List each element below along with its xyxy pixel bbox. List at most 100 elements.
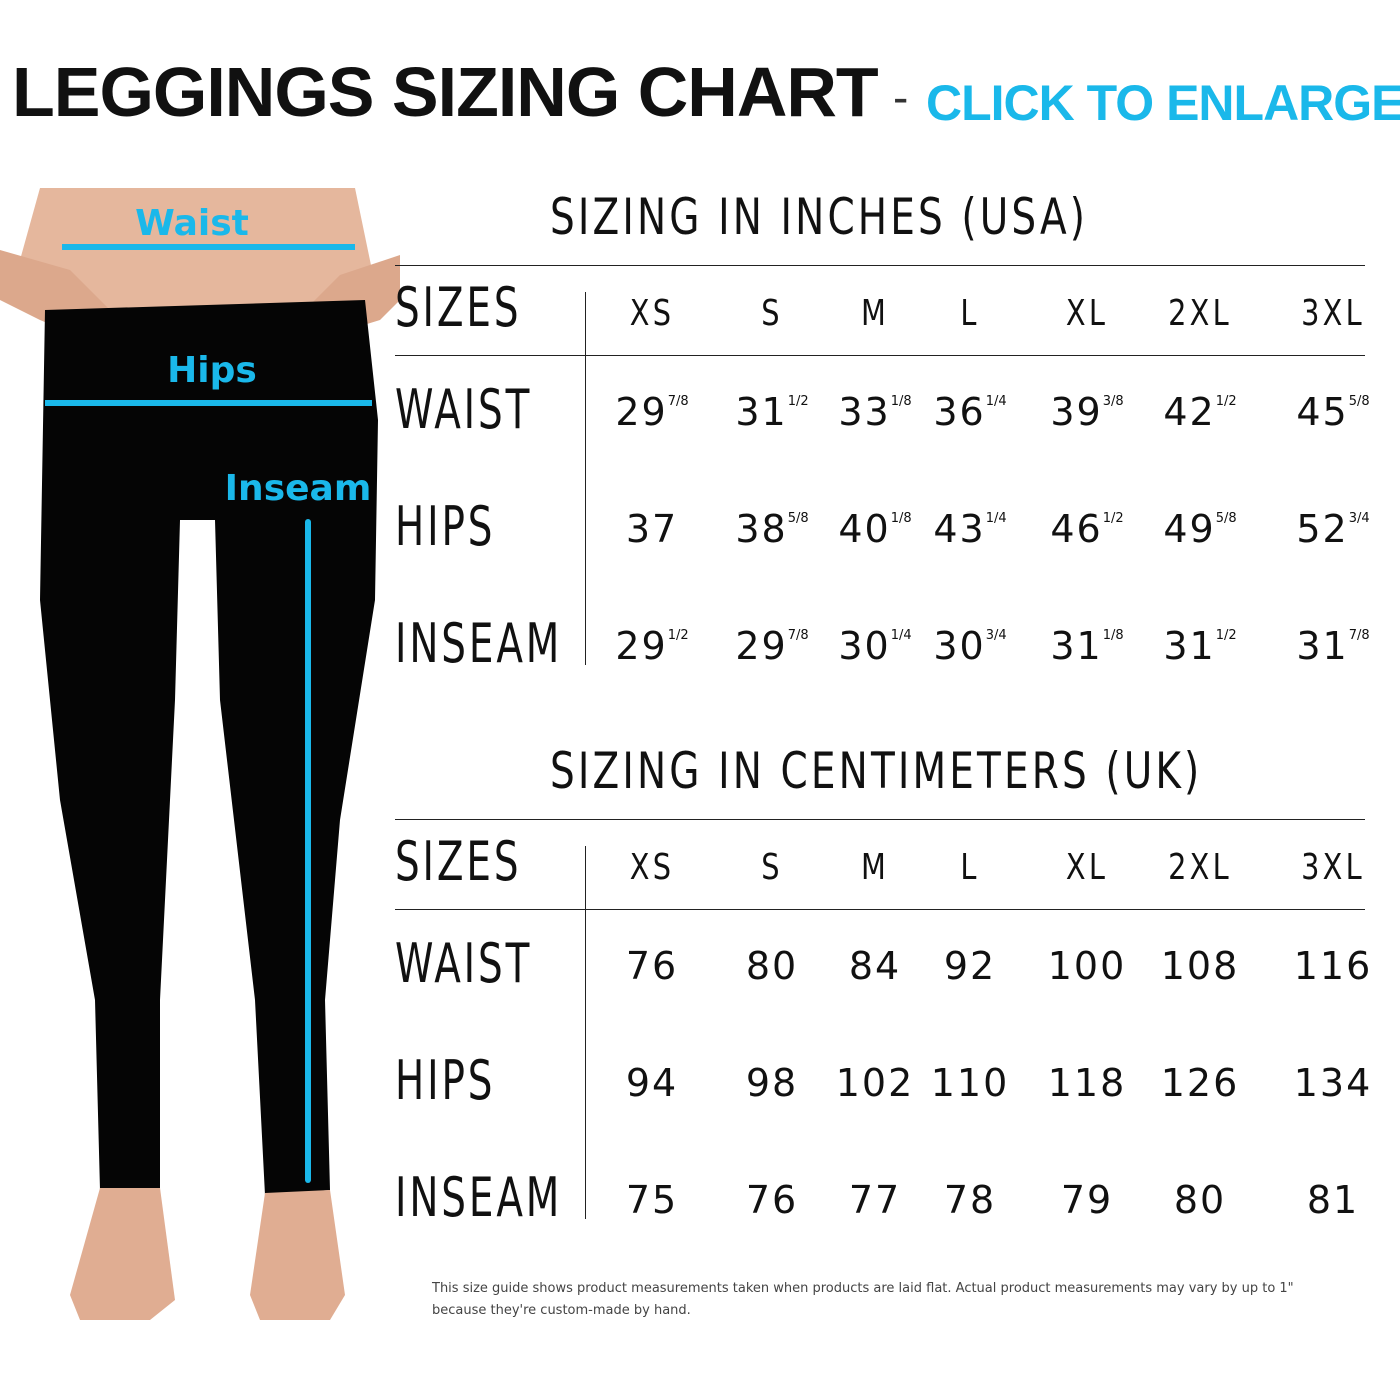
- rule: [395, 819, 1365, 820]
- leggings: [40, 300, 378, 1195]
- cell-fraction: 1/2: [1102, 511, 1124, 526]
- rule: [585, 292, 586, 665]
- size-header: XL: [1065, 293, 1109, 334]
- cell-value: 30: [838, 624, 891, 668]
- size-header: 2XL: [1168, 847, 1232, 888]
- row-label: HIPS: [395, 1049, 496, 1112]
- cell-value: 80: [1173, 1178, 1227, 1222]
- cell: 461/2: [1050, 507, 1123, 551]
- cell-value: 39: [1050, 390, 1103, 434]
- cell: 94: [626, 1061, 678, 1105]
- cell: 76: [746, 1178, 798, 1222]
- cell: 331/8: [838, 390, 911, 434]
- cell-value: 42: [1163, 390, 1216, 434]
- header-label: SIZES: [395, 830, 522, 893]
- size-header: S: [761, 293, 783, 334]
- cell-value: 43: [933, 507, 986, 551]
- cell-value: 29: [615, 390, 668, 434]
- separator: -: [893, 71, 909, 123]
- cell-value: 52: [1296, 507, 1349, 551]
- cell-value: 31: [1163, 624, 1216, 668]
- cell-value: 126: [1160, 1061, 1240, 1105]
- figure-label: Waist: [135, 203, 249, 244]
- size-header: M: [860, 293, 890, 334]
- cell-value: 75: [625, 1178, 679, 1222]
- cell-fraction: 1/8: [1102, 628, 1124, 643]
- cell: 311/8: [1050, 624, 1123, 668]
- row-label: WAIST: [395, 378, 533, 441]
- cell-value: 33: [838, 390, 891, 434]
- cell-value: 76: [745, 1178, 799, 1222]
- cell: 291/2: [615, 624, 688, 668]
- size-header: L: [960, 293, 980, 334]
- cell: 100: [1048, 944, 1127, 988]
- cell: 98: [746, 1061, 798, 1105]
- cell: 76: [626, 944, 678, 988]
- table-title: SIZING IN CENTIMETERS (UK): [550, 742, 1203, 800]
- cell: 421/2: [1163, 390, 1236, 434]
- rule: [585, 846, 586, 1219]
- cell-value: 45: [1296, 390, 1349, 434]
- cell-fraction: 7/8: [667, 394, 689, 409]
- cell-value: 80: [745, 944, 799, 988]
- footnote: This size guide shows product measuremen…: [432, 1281, 1294, 1296]
- cell: 311/2: [735, 390, 808, 434]
- cell-value: 94: [625, 1061, 679, 1105]
- cell: 75: [626, 1178, 678, 1222]
- cell-value: 79: [1060, 1178, 1114, 1222]
- title: LEGGINGS SIZING CHART: [12, 53, 879, 131]
- cell-fraction: 5/8: [787, 511, 809, 526]
- cell-value: 110: [930, 1061, 1010, 1105]
- cell: 297/8: [735, 624, 808, 668]
- foot: [250, 1190, 345, 1320]
- cell-fraction: 3/4: [985, 628, 1007, 643]
- figure-label: Hips: [167, 350, 257, 391]
- cell: 311/2: [1163, 624, 1236, 668]
- rule: [395, 265, 1365, 266]
- cell: 297/8: [615, 390, 688, 434]
- cell: 126: [1161, 1061, 1240, 1105]
- figure: [0, 188, 400, 1320]
- size-header: XL: [1065, 847, 1109, 888]
- cell-fraction: 5/8: [1215, 511, 1237, 526]
- cell: 37: [626, 507, 678, 551]
- cell-value: 100: [1047, 944, 1127, 988]
- cell: 116: [1294, 944, 1373, 988]
- cell-fraction: 1/2: [1215, 628, 1237, 643]
- cell-fraction: 1/2: [1215, 394, 1237, 409]
- cell-value: 29: [735, 624, 788, 668]
- footnote: because they're custom-made by hand.: [432, 1303, 691, 1318]
- cell-fraction: 1/4: [985, 394, 1007, 409]
- cell: 385/8: [735, 507, 808, 551]
- size-header: 2XL: [1168, 293, 1232, 334]
- figure-label: Inseam: [224, 468, 372, 509]
- cell-value: 36: [933, 390, 986, 434]
- cell-value: 31: [735, 390, 788, 434]
- cell-value: 92: [943, 944, 997, 988]
- cell-value: 37: [625, 507, 679, 551]
- size-header: XS: [629, 847, 675, 888]
- cell-value: 98: [745, 1061, 799, 1105]
- rule: [395, 909, 1365, 910]
- size-header: 3XL: [1301, 847, 1365, 888]
- cell: 134: [1294, 1061, 1373, 1105]
- cell: 301/4: [838, 624, 911, 668]
- cell-value: 30: [933, 624, 986, 668]
- cell-fraction: 1/2: [787, 394, 809, 409]
- row-label: INSEAM: [395, 1166, 563, 1229]
- size-header: XS: [629, 293, 675, 334]
- cell: 77: [849, 1178, 901, 1222]
- cell-fraction: 7/8: [787, 628, 809, 643]
- cell-value: 31: [1296, 624, 1349, 668]
- cell: 110: [931, 1061, 1010, 1105]
- enlarge-link[interactable]: CLICK TO ENLARGE: [926, 75, 1400, 131]
- cell: 361/4: [933, 390, 1006, 434]
- cell-fraction: 7/8: [1348, 628, 1370, 643]
- cell-value: 118: [1047, 1061, 1127, 1105]
- cell-value: 84: [848, 944, 902, 988]
- cell-fraction: 1/4: [985, 511, 1007, 526]
- size-header: M: [860, 847, 890, 888]
- foot: [70, 1188, 175, 1320]
- cell-value: 77: [848, 1178, 902, 1222]
